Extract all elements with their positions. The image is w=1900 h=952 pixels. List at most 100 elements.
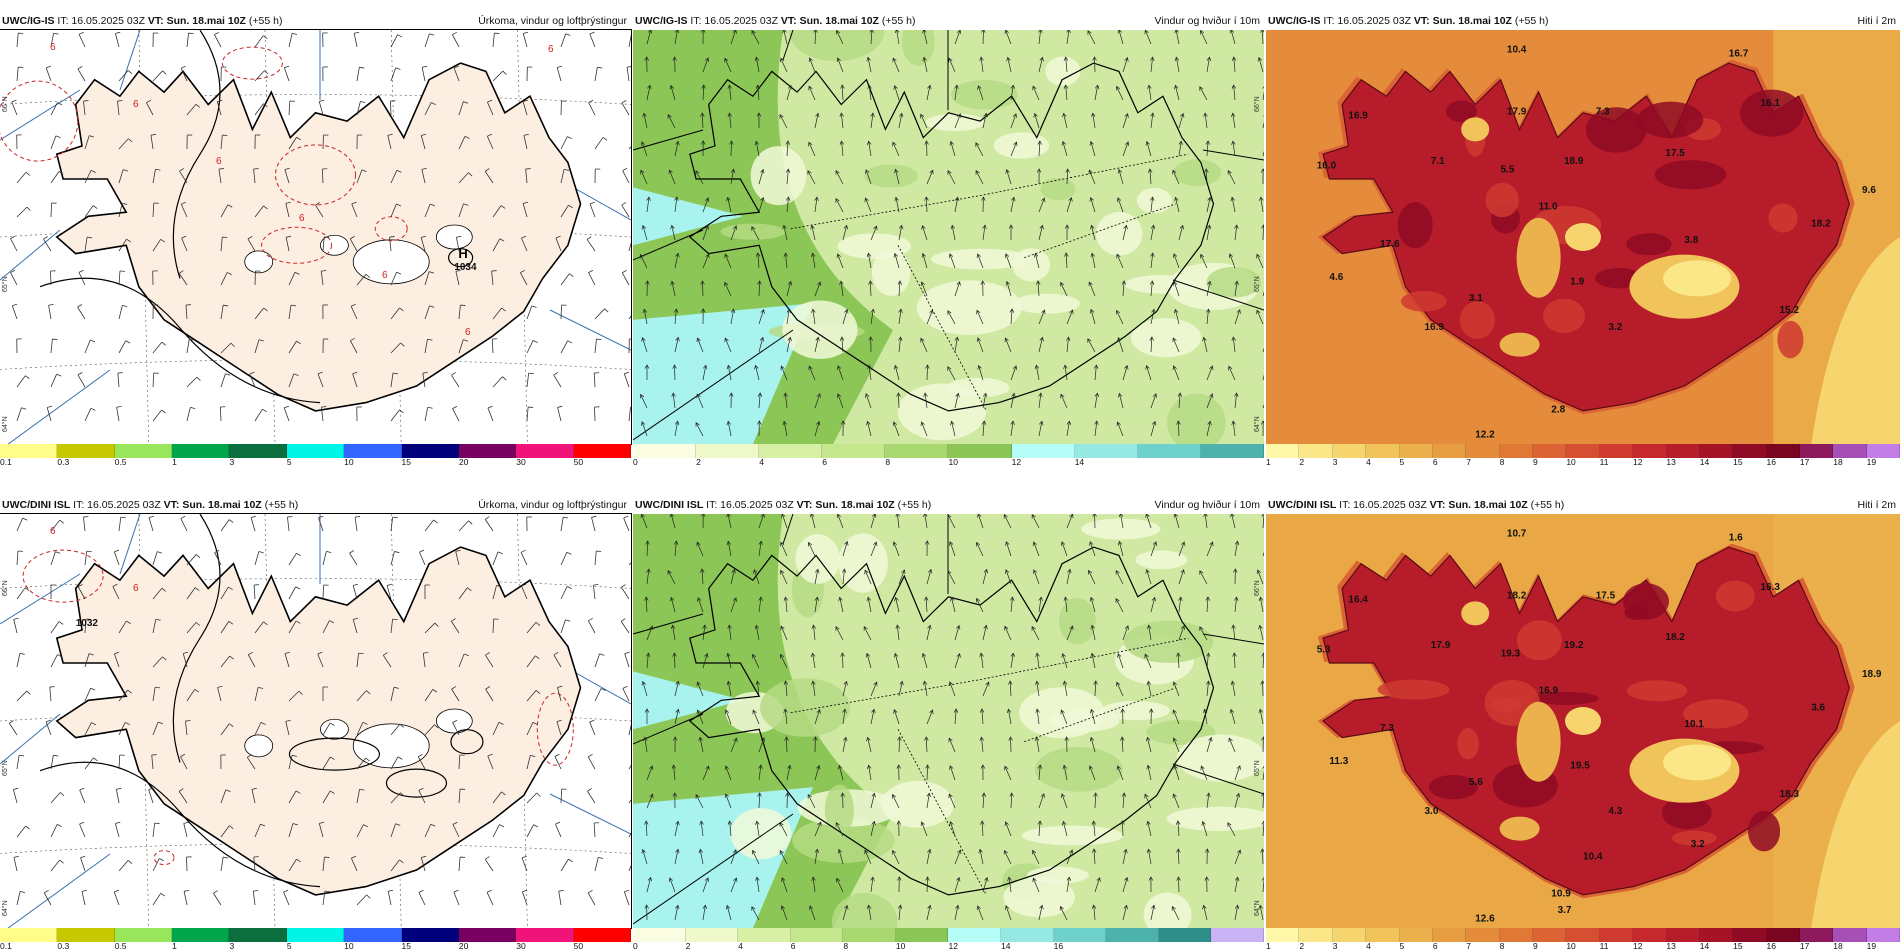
colorbar-bin — [1800, 928, 1833, 942]
temperature-label: 3.6 — [1811, 702, 1825, 713]
colorbar-bin — [1867, 928, 1900, 942]
colorbar-bin — [344, 444, 401, 458]
latitude-label: 65°N — [1254, 760, 1261, 776]
colorbar-tick-label: 15 — [1733, 458, 1742, 467]
colorbar-tick-label: 10 — [1566, 458, 1575, 467]
colorbar-bin — [759, 444, 822, 458]
temperature-label: 19.3 — [1501, 649, 1521, 660]
contour-label: 6 — [299, 213, 305, 224]
colorbar-bin — [229, 444, 286, 458]
temperature-label: 16.1 — [1761, 98, 1781, 109]
latitude-label: 64°N — [1254, 416, 1261, 432]
colorbar-tick-label: 12 — [1633, 458, 1642, 467]
contour-label: 6 — [50, 526, 56, 537]
colorbar-bin — [402, 444, 459, 458]
colorbar-bin — [1867, 444, 1900, 458]
temperature-label: 16.9 — [1348, 111, 1368, 122]
temperature-label: 18.2 — [1665, 632, 1685, 643]
latitude-label: 65°N — [2, 760, 9, 776]
temperature-label: 16.9 — [1425, 322, 1445, 333]
colorbar-bin — [1366, 444, 1399, 458]
latitude-label: 64°N — [2, 416, 9, 432]
valid-time: Sun. 18.mai 10Z — [800, 15, 879, 27]
latitude-label: 66°N — [1254, 580, 1261, 596]
colorbar-tick-label: 0.1 — [0, 458, 12, 467]
pressure-label: 1032 — [76, 618, 99, 629]
valid-time-label: VT: — [1430, 499, 1446, 511]
run-info: UWC/DINI ISL IT: 16.05.2025 03Z VT: Sun.… — [1268, 496, 1564, 514]
init-time: IT: 16.05.2025 03Z — [1323, 15, 1411, 27]
latitude-label: 66°N — [1254, 96, 1261, 112]
colorbar-tick-label: 11 — [1600, 458, 1609, 467]
temperature-label: 10.1 — [1684, 719, 1704, 730]
colorbar-tick-label: 8 — [1500, 458, 1505, 467]
valid-time-label: VT: — [164, 499, 180, 511]
colorbar-bin — [1400, 444, 1433, 458]
colorbar-bin — [516, 444, 573, 458]
temp-panel-ig-is: UWC/IG-IS IT: 16.05.2025 03Z VT: Sun. 18… — [1266, 12, 1900, 467]
contour-label: 6 — [548, 44, 554, 55]
colorbar-bin — [574, 928, 631, 942]
wind-map-svg — [633, 30, 1264, 444]
colorbar-tick-label: 6 — [822, 458, 827, 467]
colorbar-bin — [1767, 928, 1800, 942]
colorbar-bin — [686, 928, 739, 942]
valid-time-label: VT: — [1414, 15, 1430, 27]
colorbar-bin — [1633, 928, 1666, 942]
colorbar-bin — [574, 444, 631, 458]
colorbar-ticks: 1234567891011121314151617181920 — [1266, 942, 1897, 952]
colorbar-tick-label: 3 — [229, 458, 234, 467]
valid-time: Sun. 18.mai 10Z — [1448, 499, 1527, 511]
temperature-label: 18.9 — [1564, 156, 1584, 167]
colorbar-bin — [459, 444, 516, 458]
model-name: UWC/DINI ISL — [1268, 499, 1336, 511]
colorbar-tick-label: 14 — [1700, 458, 1709, 467]
wind-panel-dini-isl: UWC/DINI ISL IT: 16.05.2025 03Z VT: Sun.… — [633, 496, 1264, 951]
temperature-label: 17.6 — [1380, 239, 1400, 250]
contour-label: 6 — [133, 583, 139, 594]
colorbar-bin — [1333, 928, 1366, 942]
temperature-label: 19.2 — [1564, 640, 1584, 651]
colorbar-bin — [172, 928, 229, 942]
colorbar-bin — [402, 928, 459, 942]
temperature-label: 12.6 — [1475, 913, 1495, 924]
colorbar-bin — [633, 928, 686, 942]
temperature-label: 7.3 — [1380, 723, 1394, 734]
model-name: UWC/IG-IS — [2, 15, 55, 27]
colorbar-tick-label: 19 — [1867, 458, 1876, 467]
colorbar-bins — [1266, 928, 1900, 942]
latitude-label: 66°N — [2, 96, 9, 112]
colorbar-tick-label: 17 — [1800, 458, 1809, 467]
lead-time: (+55 h) — [265, 499, 299, 511]
colorbar-bin — [696, 444, 759, 458]
colorbar-tick-label: 15 — [402, 458, 411, 467]
colorbar-bin — [1733, 444, 1766, 458]
temperature-label: 16.0 — [1317, 160, 1337, 171]
colorbar-bin — [1299, 928, 1332, 942]
colorbar: 1234567891011121314151617181920 — [1266, 444, 1900, 467]
colorbar-bin — [1211, 928, 1264, 942]
colorbar-tick-label: 1 — [1266, 458, 1271, 467]
valid-time: Sun. 18.mai 10Z — [815, 499, 894, 511]
colorbar-bin — [1633, 444, 1666, 458]
model-name: UWC/DINI ISL — [635, 499, 703, 511]
colorbar-tick-label: 14 — [1075, 458, 1084, 467]
colorbar-bin — [344, 928, 401, 942]
temperature-label: 16.3 — [1761, 582, 1781, 593]
contour-label: 6 — [465, 327, 471, 338]
colorbar-bin — [172, 444, 229, 458]
colorbar-bin — [791, 928, 844, 942]
run-info: UWC/IG-IS IT: 16.05.2025 03Z VT: Sun. 18… — [2, 12, 282, 30]
colorbar-bin — [1333, 444, 1366, 458]
colorbar-bin — [115, 444, 172, 458]
temperature-label: 17.5 — [1665, 148, 1685, 159]
contour-label: 6 — [133, 99, 139, 110]
